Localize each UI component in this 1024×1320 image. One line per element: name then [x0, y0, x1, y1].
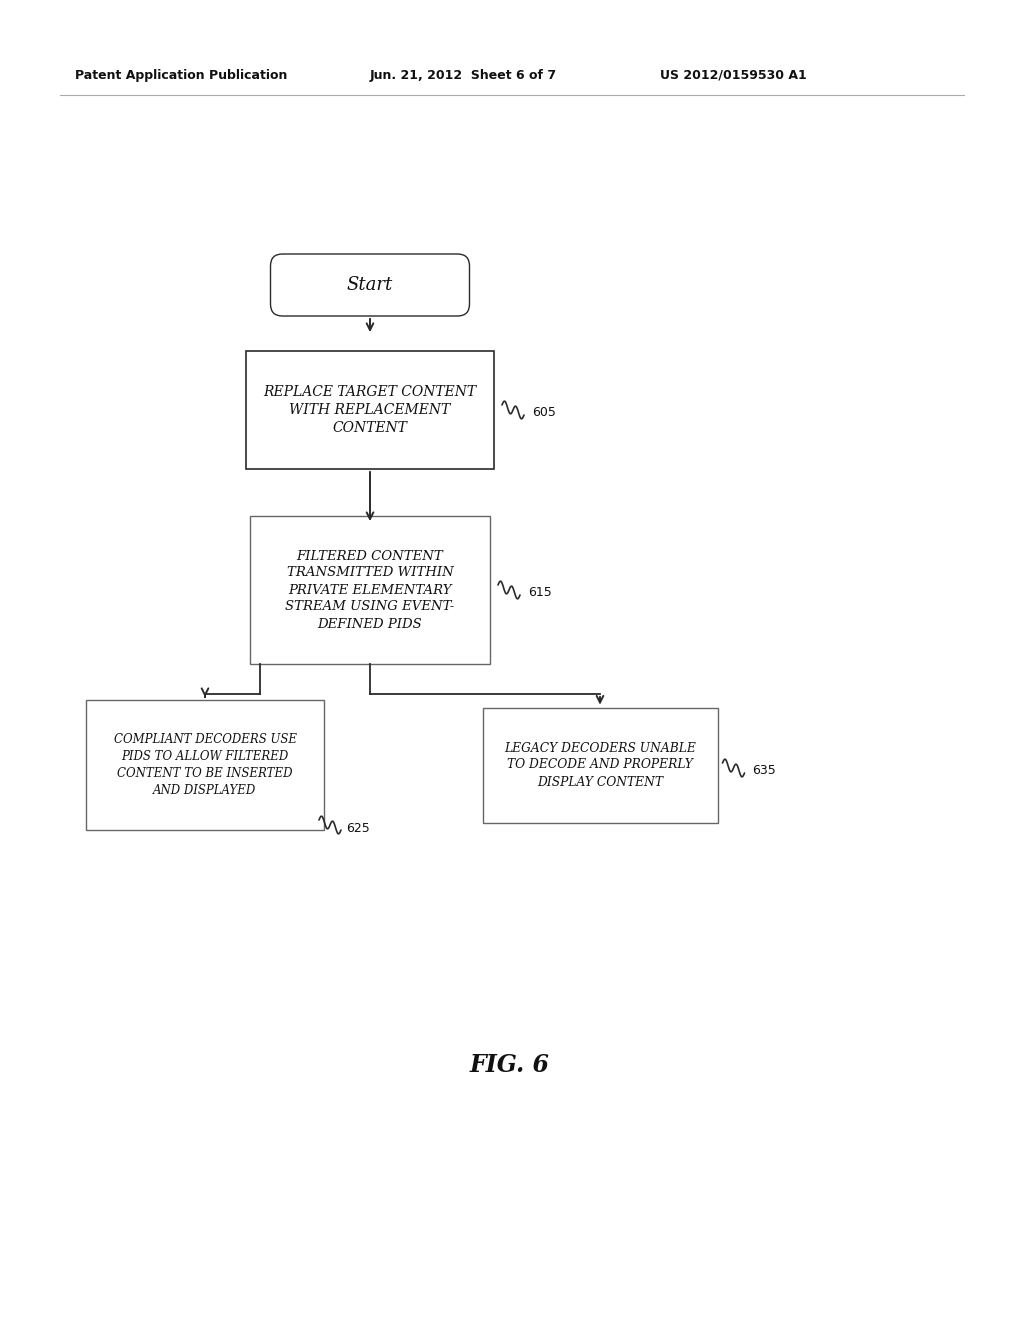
Text: Jun. 21, 2012  Sheet 6 of 7: Jun. 21, 2012 Sheet 6 of 7	[370, 69, 557, 82]
FancyBboxPatch shape	[250, 516, 490, 664]
FancyBboxPatch shape	[86, 700, 324, 830]
Text: 625: 625	[346, 821, 370, 834]
FancyBboxPatch shape	[270, 253, 469, 315]
Text: 635: 635	[753, 763, 776, 776]
FancyBboxPatch shape	[482, 708, 718, 822]
Text: 615: 615	[528, 586, 552, 599]
Text: FILTERED CONTENT
TRANSMITTED WITHIN
PRIVATE ELEMENTARY
STREAM USING EVENT-
DEFIN: FILTERED CONTENT TRANSMITTED WITHIN PRIV…	[286, 549, 455, 631]
Text: 605: 605	[532, 407, 556, 420]
Text: LEGACY DECODERS UNABLE
TO DECODE AND PROPERLY
DISPLAY CONTENT: LEGACY DECODERS UNABLE TO DECODE AND PRO…	[504, 742, 696, 788]
Text: COMPLIANT DECODERS USE
PIDS TO ALLOW FILTERED
CONTENT TO BE INSERTED
AND DISPLAY: COMPLIANT DECODERS USE PIDS TO ALLOW FIL…	[114, 733, 297, 797]
Text: US 2012/0159530 A1: US 2012/0159530 A1	[660, 69, 807, 82]
FancyBboxPatch shape	[246, 351, 494, 469]
Text: REPLACE TARGET CONTENT
WITH REPLACEMENT
CONTENT: REPLACE TARGET CONTENT WITH REPLACEMENT …	[263, 384, 476, 436]
Text: FIG. 6: FIG. 6	[470, 1053, 550, 1077]
Text: Patent Application Publication: Patent Application Publication	[75, 69, 288, 82]
Text: Start: Start	[347, 276, 393, 294]
